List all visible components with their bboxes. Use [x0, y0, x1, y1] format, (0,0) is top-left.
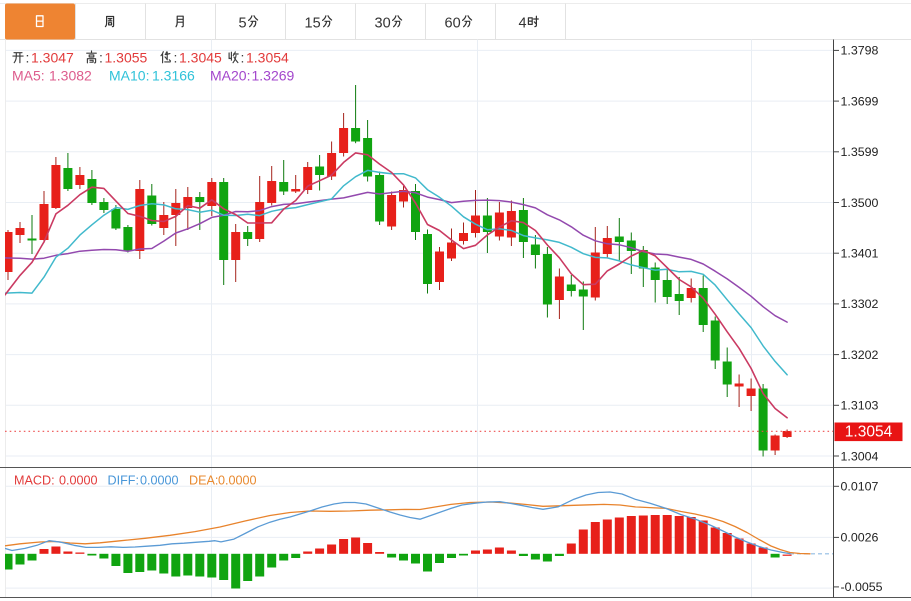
svg-text:1.3045: 1.3045	[179, 50, 222, 66]
svg-text:DEA:: DEA:	[189, 474, 218, 488]
svg-text:DIFF:: DIFF:	[108, 474, 139, 488]
svg-text:1.3055: 1.3055	[105, 50, 148, 66]
svg-text:1.3047: 1.3047	[31, 50, 74, 66]
svg-text:5: 5	[239, 16, 247, 32]
svg-text:1.3401: 1.3401	[841, 247, 879, 261]
svg-text:1.3599: 1.3599	[841, 145, 879, 159]
svg-text:MA5:: MA5:	[12, 68, 45, 84]
svg-text:0.0107: 0.0107	[841, 480, 879, 494]
svg-text:1.3166: 1.3166	[152, 68, 195, 84]
svg-text::: :	[26, 50, 30, 66]
svg-text:MACD:: MACD:	[14, 474, 55, 488]
svg-text:1.3082: 1.3082	[49, 68, 92, 84]
svg-text:15: 15	[305, 16, 321, 32]
svg-text:0.0026: 0.0026	[841, 531, 879, 545]
svg-text:1.3798: 1.3798	[841, 44, 879, 58]
svg-text:1.3269: 1.3269	[252, 68, 295, 84]
svg-text:1.3202: 1.3202	[841, 348, 879, 362]
svg-text:60: 60	[445, 16, 461, 32]
svg-text:0.0000: 0.0000	[140, 474, 179, 488]
svg-text:0.0000: 0.0000	[218, 474, 257, 488]
svg-text:0.0000: 0.0000	[59, 474, 98, 488]
svg-text::: :	[99, 50, 103, 66]
svg-text:1.3500: 1.3500	[841, 196, 879, 210]
svg-text::: :	[241, 50, 245, 66]
svg-text:MA20:: MA20:	[210, 68, 250, 84]
svg-text:4: 4	[519, 16, 527, 32]
svg-text:1.3004: 1.3004	[841, 449, 879, 463]
svg-text:1.3054: 1.3054	[246, 50, 289, 66]
svg-text:1.3699: 1.3699	[841, 94, 879, 108]
svg-text:30: 30	[375, 16, 391, 32]
svg-text:1.3054: 1.3054	[845, 424, 893, 441]
svg-text::: :	[174, 50, 178, 66]
svg-text:1.3103: 1.3103	[841, 399, 879, 413]
svg-text:-0.0055: -0.0055	[841, 580, 883, 594]
svg-text:1.3302: 1.3302	[841, 297, 879, 311]
svg-text:MA10:: MA10:	[109, 68, 149, 84]
